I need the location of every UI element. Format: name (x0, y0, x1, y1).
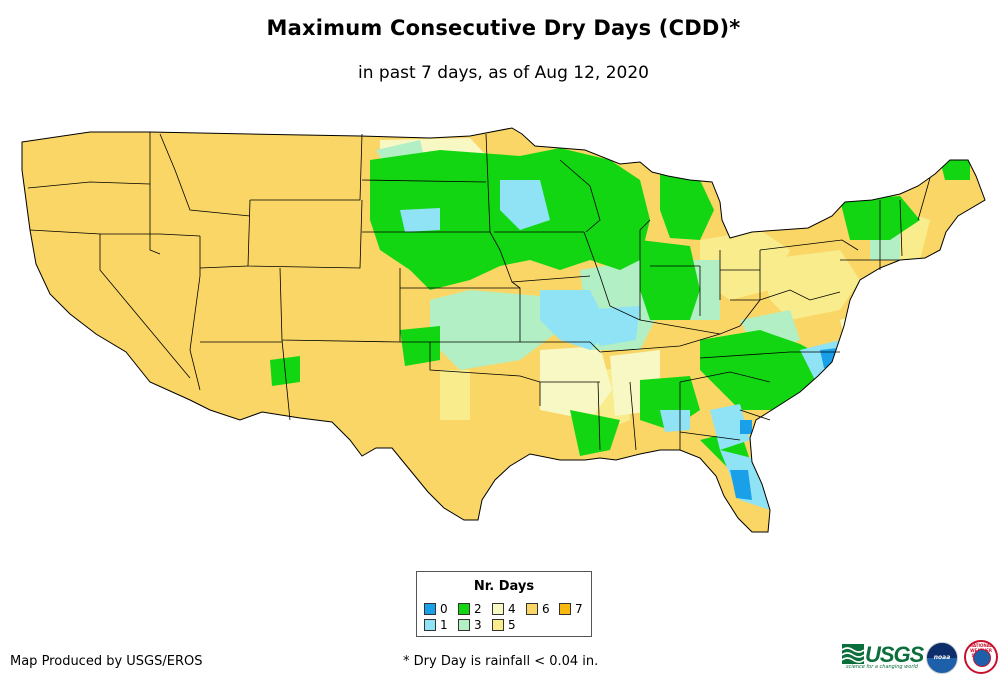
legend-label: 3 (474, 618, 482, 632)
usgs-tagline: science for a changing world (846, 664, 918, 670)
legend-swatch (492, 619, 504, 631)
map-credit: Map Produced by USGS/EROS (10, 654, 203, 669)
legend-swatch (458, 619, 470, 631)
legend-swatch (492, 603, 504, 615)
legend-label: 6 (542, 602, 550, 616)
legend-swatch (424, 603, 436, 615)
legend-swatch (424, 619, 436, 631)
legend: Nr. Days 0 1 2 3 4 5 6 7 (416, 571, 592, 637)
legend-swatch (458, 603, 470, 615)
legend-label: 2 (474, 602, 482, 616)
dry-day-footnote: * Dry Day is rainfall < 0.04 in. (403, 654, 599, 669)
state-borders (27, 132, 931, 451)
legend-label: 1 (440, 618, 448, 632)
legend-label: 0 (440, 602, 448, 616)
noaa-wordmark: noaa (933, 654, 951, 661)
legend-swatch (526, 603, 538, 615)
map-title: Maximum Consecutive Dry Days (CDD)* (266, 16, 741, 40)
noaa-logo: noaa (926, 642, 958, 674)
legend-label: 7 (575, 602, 583, 616)
nws-logo: NATIONAL WEATHER SERVICE (964, 640, 998, 674)
usgs-wave-icon (842, 644, 864, 664)
legend-title: Nr. Days (473, 579, 535, 594)
legend-label: 5 (508, 618, 516, 632)
legend-label: 4 (508, 602, 516, 616)
noaa-sky (927, 643, 957, 658)
usgs-wordmark: USGS (865, 642, 924, 667)
usgs-logo: USGS science for a changing world (842, 642, 924, 670)
map-subtitle: in past 7 days, as of Aug 12, 2020 (358, 63, 649, 83)
cdd-map (21, 127, 986, 533)
legend-swatch (559, 603, 571, 615)
nws-emblem (973, 649, 991, 667)
